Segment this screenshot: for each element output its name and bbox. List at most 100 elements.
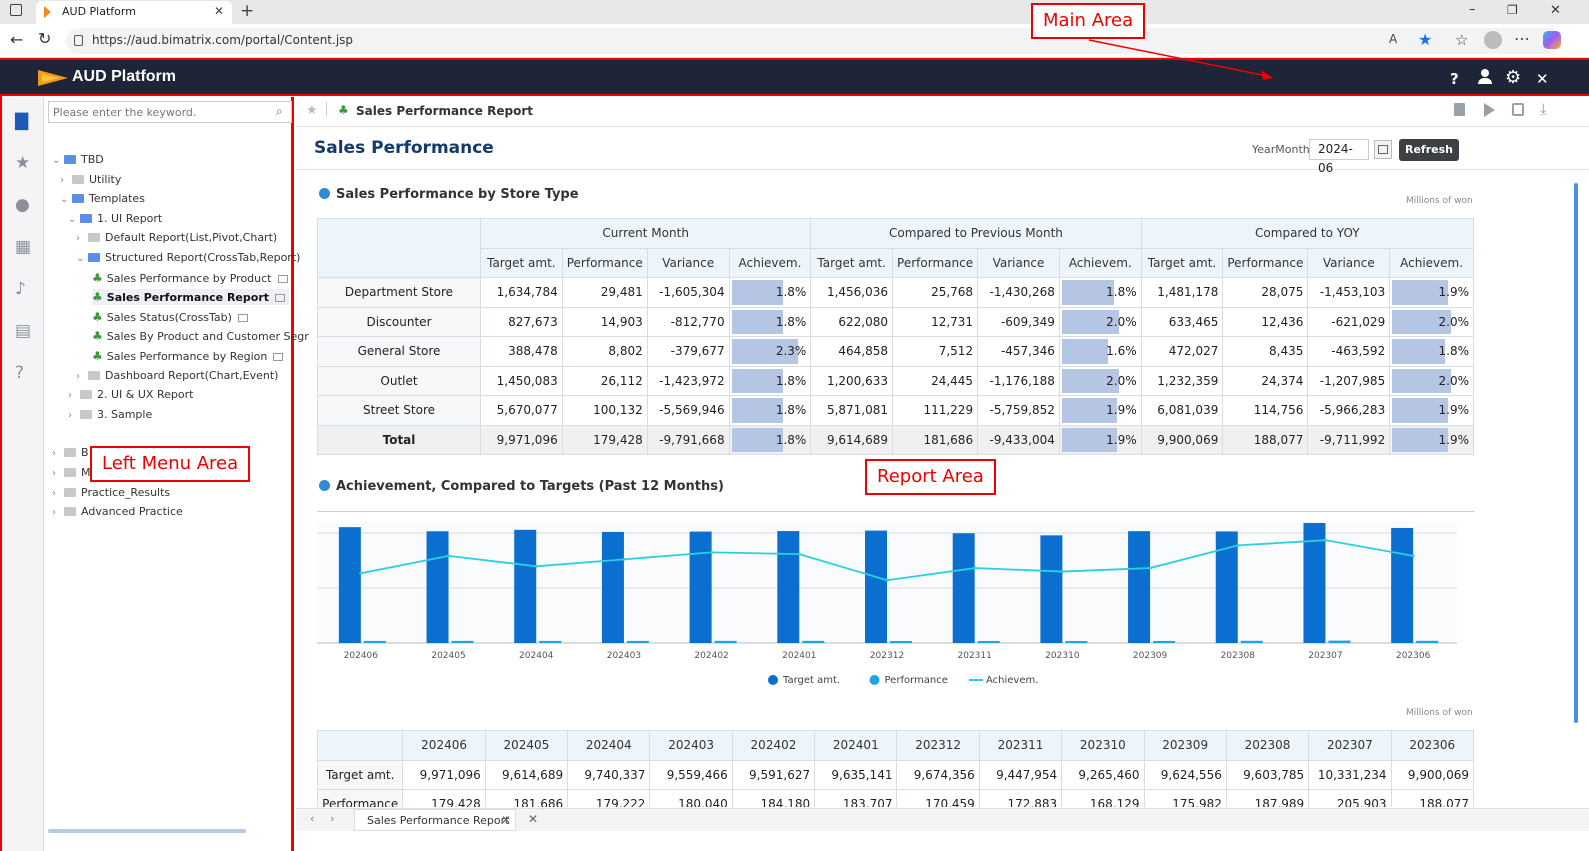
collapse-icon[interactable]	[319, 188, 330, 199]
bar-performance[interactable]	[890, 641, 912, 643]
favorites-icon[interactable]: ☆	[1455, 31, 1469, 49]
bar-performance[interactable]	[1416, 640, 1439, 643]
more-icon[interactable]: ⋯	[1514, 29, 1530, 48]
tree-node[interactable]: › Advanced Practice	[52, 504, 183, 520]
download-icon[interactable]: ⤓	[1540, 100, 1547, 118]
tree-node[interactable]: › Default Report(List,Pivot,Chart)	[76, 230, 277, 246]
chevron-right-icon[interactable]: ›	[76, 370, 80, 382]
bar-target-amt-[interactable]	[689, 531, 712, 643]
line-point[interactable]	[973, 566, 977, 570]
chevron-right-icon[interactable]: ›	[76, 233, 80, 245]
popup-icon[interactable]	[277, 274, 288, 283]
line-point[interactable]	[1148, 566, 1152, 570]
line-point[interactable]	[710, 550, 714, 554]
dashboard-menu-icon[interactable]: ▦	[15, 237, 32, 257]
popup-icon[interactable]	[275, 294, 286, 303]
url-field[interactable]: https://aud.bimatrix.com/portal/Content.…	[66, 28, 1560, 54]
help-menu-icon[interactable]: ?	[15, 363, 25, 383]
lock-icon[interactable]	[74, 35, 83, 46]
bottom-tab-close-icon[interactable]: ✕	[501, 813, 512, 827]
bar-target-amt-[interactable]	[865, 530, 887, 643]
tab-prev-icon[interactable]: ‹	[310, 812, 315, 825]
run-icon[interactable]	[1484, 103, 1495, 117]
help-icon[interactable]: ?	[1450, 70, 1459, 88]
bar-target-amt-[interactable]	[1128, 531, 1151, 643]
copilot-icon[interactable]	[1543, 31, 1561, 49]
chevron-right-icon[interactable]: ›	[68, 409, 72, 421]
restore-icon[interactable]: ❐	[1507, 3, 1518, 17]
bar-target-amt-[interactable]	[952, 533, 975, 643]
line-point[interactable]	[797, 552, 801, 556]
tree-node[interactable]: ♣ Sales By Product and Customer Segr	[92, 328, 309, 344]
tree-node[interactable]: ⌄ 1. UI Report	[68, 211, 162, 227]
close-all-tabs-icon[interactable]: ✕	[528, 812, 539, 826]
tree-node[interactable]: ⌄ Templates	[60, 191, 145, 207]
line-point[interactable]	[622, 557, 626, 561]
tree-node[interactable]: ⌄ TBD	[52, 152, 104, 168]
window-close-icon[interactable]: ✕	[1550, 3, 1561, 18]
line-point[interactable]	[534, 564, 538, 568]
line-point[interactable]	[447, 554, 451, 558]
popup-icon[interactable]	[237, 313, 248, 322]
tree-node[interactable]: › B	[52, 445, 89, 461]
tree-node[interactable]: › Utility	[60, 172, 121, 188]
refresh-button[interactable]: Refresh	[1399, 139, 1459, 161]
bar-performance[interactable]	[1065, 641, 1088, 643]
user-menu-icon[interactable]: ●	[15, 195, 30, 215]
chevron-right-icon[interactable]: ›	[68, 390, 72, 402]
save-as-icon[interactable]	[1512, 103, 1524, 116]
line-point[interactable]	[1236, 543, 1240, 547]
search-icon[interactable]: ⌕	[276, 104, 283, 118]
reload-icon[interactable]: ↻	[38, 29, 52, 48]
chevron-down-icon[interactable]: ⌄	[60, 194, 69, 206]
bar-performance[interactable]	[714, 640, 737, 643]
line-point[interactable]	[1060, 570, 1064, 574]
tree-node[interactable]: ♣ Sales Performance by Region	[92, 348, 284, 364]
tree-node[interactable]: ⌄ Structured Report(CrossTab,Report)	[76, 250, 300, 266]
tree-node[interactable]: › Practice_Results	[52, 485, 170, 501]
favorite-toggle-icon[interactable]: ★	[306, 103, 318, 118]
alarm-menu-icon[interactable]: ♪	[15, 279, 26, 299]
chevron-right-icon[interactable]: ›	[52, 448, 56, 460]
calendar-icon[interactable]	[1374, 140, 1392, 159]
bar-performance[interactable]	[802, 640, 825, 643]
bar-target-amt-[interactable]	[338, 527, 361, 643]
favorites-menu-icon[interactable]: ★	[15, 153, 31, 173]
bar-performance[interactable]	[1240, 640, 1263, 643]
settings-icon[interactable]: ⚙	[1505, 67, 1522, 88]
read-aloud-icon[interactable]: A	[1389, 32, 1398, 46]
chevron-right-icon[interactable]: ›	[52, 507, 56, 519]
bar-performance[interactable]	[451, 640, 474, 643]
bar-target-amt-[interactable]	[1215, 531, 1238, 643]
bar-performance[interactable]	[1153, 640, 1176, 643]
tree-node[interactable]: › 2. UI & UX Report	[68, 387, 193, 403]
bottom-tab-report[interactable]: Sales Performance Report ✕	[354, 809, 516, 831]
collapse-icon[interactable]	[319, 480, 330, 491]
bar-target-amt-[interactable]	[426, 531, 449, 643]
bar-target-amt-[interactable]	[1040, 535, 1063, 643]
chevron-right-icon[interactable]: ›	[60, 174, 64, 186]
horizontal-scrollbar[interactable]	[48, 829, 246, 833]
tree-node[interactable]: ♣ Sales Performance Report	[92, 289, 290, 306]
tree-node[interactable]: ♣ Sales Status(CrossTab)	[92, 309, 248, 325]
line-point[interactable]	[359, 571, 363, 575]
tab-close-icon[interactable]: ✕	[214, 4, 225, 18]
yearmonth-input[interactable]: 2024-06	[1309, 139, 1369, 175]
line-point[interactable]	[1411, 554, 1415, 558]
tree-node[interactable]: ♣ Sales Performance by Product	[92, 270, 288, 286]
minimize-icon[interactable]: –	[1469, 2, 1476, 17]
tree-node[interactable]: › Dashboard Report(Chart,Event)	[76, 368, 278, 384]
bar-performance[interactable]	[1328, 640, 1351, 643]
tree-node[interactable]: › M	[52, 465, 91, 481]
popup-icon[interactable]	[273, 353, 284, 361]
back-icon[interactable]: ←	[10, 30, 24, 49]
favorite-star-icon[interactable]: ★	[1418, 30, 1433, 49]
chevron-down-icon[interactable]: ⌄	[52, 155, 61, 166]
bar-performance[interactable]	[977, 640, 1000, 643]
chevron-down-icon[interactable]: ⌄	[68, 213, 77, 225]
menu-search-input[interactable]	[48, 101, 292, 123]
tree-node[interactable]: › 3. Sample	[68, 407, 152, 423]
app-close-icon[interactable]: ✕	[1536, 70, 1549, 88]
bar-target-amt-[interactable]	[514, 529, 537, 643]
line-point[interactable]	[1323, 538, 1327, 542]
